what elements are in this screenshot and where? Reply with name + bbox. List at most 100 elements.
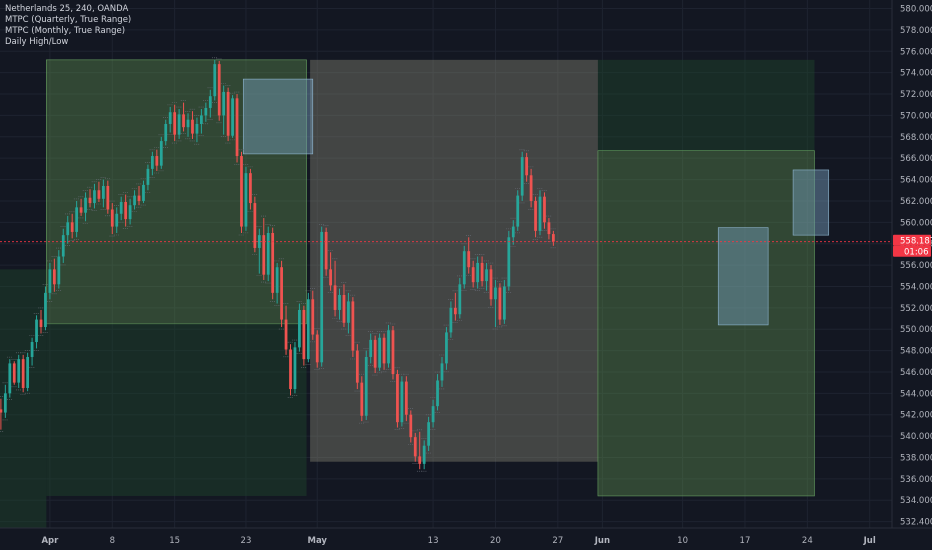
candle [269,225,276,302]
candle-body [226,91,230,136]
candle [461,243,468,291]
candle [457,275,463,321]
candle [292,339,298,396]
candle [149,149,156,178]
candlestick-series [0,57,557,472]
candle-body [271,233,275,293]
price-tick-label: 548.000 [900,347,932,357]
candle [479,254,485,289]
weekly-zone [792,169,830,236]
time-tick-label: 27 [552,536,563,546]
candle-body [12,363,16,383]
candle-body [520,157,524,196]
candle [439,354,445,390]
candle-body [409,414,413,438]
candle [167,104,173,135]
time-tick-label: 13 [428,536,439,546]
price-tick-label: 542.000 [900,411,932,421]
time-tick-label: Jul [863,536,876,546]
candle [127,196,133,227]
candle [122,192,129,229]
candle [390,323,396,382]
candle-body [311,299,315,335]
candle-body [186,119,190,128]
candle-body [52,269,56,285]
candle-body [400,381,404,423]
time-tick-label: 17 [740,536,751,546]
weekly-zone [717,227,769,326]
candle-body [293,347,297,390]
candle-body [351,301,355,351]
candle [216,58,222,124]
candle-body [204,107,208,116]
candle-body [66,222,70,236]
candle-body [422,445,426,464]
candle [47,260,53,302]
price-tick-label: 564.000 [900,176,932,186]
candle-body [79,207,83,213]
price-tick-label: 534.000 [900,496,932,506]
candle [470,258,476,290]
candle-body [324,231,328,270]
candle-body [57,256,61,285]
candle-body [195,123,199,134]
candle-body [48,269,52,293]
candle-body [298,309,301,348]
candle [541,190,548,232]
candle-body [284,319,288,350]
candle-body [249,173,252,204]
price-tick-label: 556.000 [900,261,932,271]
price-tick-label: 566.000 [900,154,932,164]
candle-body [355,350,359,383]
candle [350,294,356,360]
range-zones [0,59,830,528]
legend-indicator-monthly[interactable]: MTPC (Monthly, True Range) [5,26,126,36]
price-tick-label: 546.000 [900,368,932,378]
candle-body [364,356,368,416]
candle [225,85,231,144]
price-tick-label: 572.000 [900,90,932,100]
time-tick-label: 10 [677,536,688,546]
candle-body [21,359,25,388]
candle-body [93,190,96,204]
candle-body [543,196,546,223]
price-tick-label: 574.000 [900,69,932,79]
candle-body [347,301,350,323]
candle [24,350,31,394]
candle [412,430,419,465]
legend-indicator-daily-highlow[interactable]: Daily High/Low [5,37,69,47]
candle [91,181,98,211]
candle-body [471,267,475,283]
candle-body [378,337,381,368]
time-tick-label: 23 [241,536,252,546]
candle-body [485,269,488,282]
candle-body [142,184,145,201]
candle-body [222,91,226,116]
candle [145,162,151,193]
candle-body [262,235,266,275]
candle [176,106,182,142]
candle [0,396,4,432]
candle-body [480,262,484,282]
candle [82,190,89,224]
last-price-label: 558.187 [900,237,932,247]
candle [443,324,450,373]
legend-indicator-quarterly[interactable]: MTPC (Quarterly, True Range) [5,15,132,25]
price-axis[interactable]: 532.400 534.000 536.000 538.000 540.000 542.0… [891,0,932,550]
candle-body [39,319,43,328]
candle-body [476,262,480,283]
candle [265,224,271,284]
candle [78,196,84,219]
price-tick-label: 532.400 [900,518,932,528]
candle [278,258,285,330]
time-axis[interactable]: Apr 8 15 23 May 13 20 27 Jun 10 17 24 Jul [0,527,932,550]
candle [7,356,13,400]
candle-body [462,251,466,285]
candle-body [498,287,502,320]
candle [310,288,316,343]
quarterly-dark-zone [597,59,815,151]
candle-body [275,267,279,293]
price-tick-label: 578.000 [900,26,932,36]
